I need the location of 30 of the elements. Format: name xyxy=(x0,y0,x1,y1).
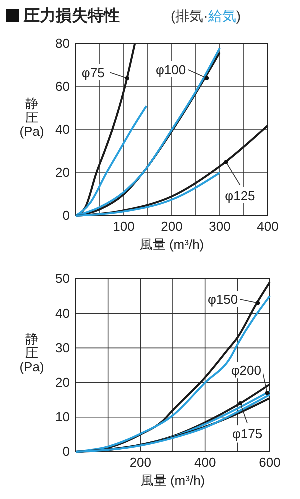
x-tick-label: 100 xyxy=(113,219,135,234)
annotation: φ200 xyxy=(231,363,262,378)
y-tick-label: 20 xyxy=(56,165,70,180)
x-tick-label: 200 xyxy=(130,455,152,470)
y-tick-label: 60 xyxy=(56,79,70,94)
x-axis-title: 風量 (m³/h) xyxy=(140,237,204,252)
y-tick-label: 20 xyxy=(56,374,70,390)
y-tick-label: 30 xyxy=(56,340,70,356)
y-tick-label: 50 xyxy=(56,271,70,286)
x-tick-label: 400 xyxy=(194,455,216,470)
y-tick-label: 80 xyxy=(56,36,70,52)
annotation: φ125 xyxy=(225,188,256,204)
annotation: φ100 xyxy=(156,62,186,78)
y-axis-title: 静圧(Pa) xyxy=(20,96,44,139)
x-tick-label: 300 xyxy=(209,219,231,234)
chart-subtitle: (排気·給気) xyxy=(171,8,241,24)
x-axis-title: 風量 (m³/h) xyxy=(140,473,206,488)
chart-title: 圧力損失特性 xyxy=(23,7,120,25)
x-tick-label: 400 xyxy=(257,219,279,234)
annotation: φ150 xyxy=(208,292,238,308)
annotation: φ75 xyxy=(82,65,105,80)
y-tick-label: 0 xyxy=(62,208,70,224)
annotation: φ175 xyxy=(232,426,263,442)
y-tick-label: 0 xyxy=(62,444,70,460)
y-tick-label: 40 xyxy=(56,122,70,138)
y-tick-label: 10 xyxy=(56,410,70,425)
y-axis-title: 静圧(Pa) xyxy=(20,332,44,374)
x-tick-label: 600 xyxy=(259,455,281,470)
x-tick-label: 200 xyxy=(161,219,183,234)
y-tick-label: 40 xyxy=(56,306,70,321)
